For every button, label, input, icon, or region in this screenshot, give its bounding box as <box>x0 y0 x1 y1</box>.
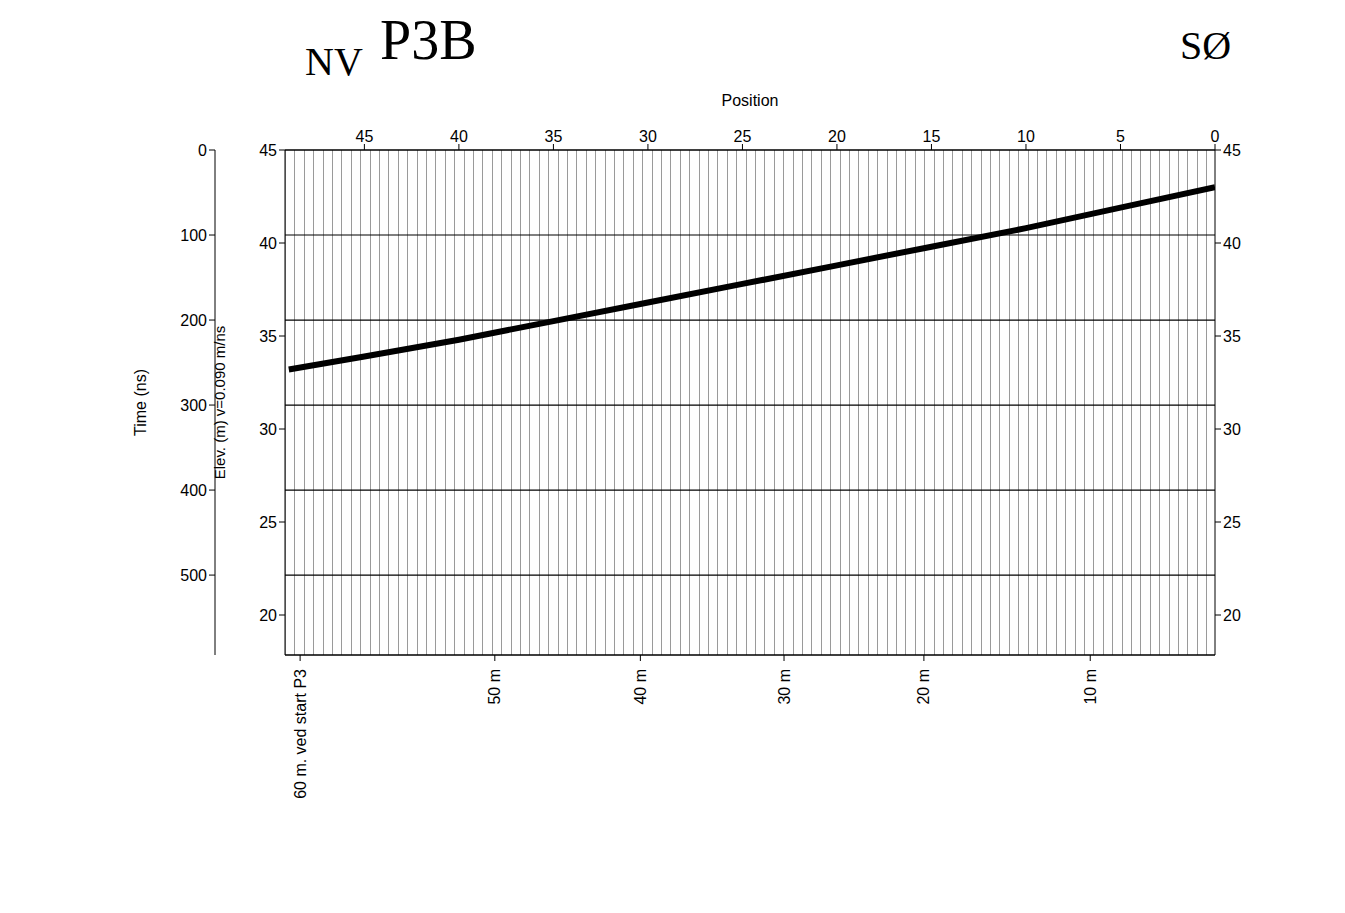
svg-text:30: 30 <box>639 128 657 145</box>
svg-text:20: 20 <box>259 607 277 624</box>
svg-text:300: 300 <box>180 397 207 414</box>
svg-text:40 m: 40 m <box>632 669 649 705</box>
html-text:NV P3B: NV P3B <box>305 9 477 84</box>
svg-text:30 m: 30 m <box>776 669 793 705</box>
svg-text:500: 500 <box>180 567 207 584</box>
svg-text:35: 35 <box>1223 328 1241 345</box>
svg-text:30: 30 <box>1223 421 1241 438</box>
svg-text:100: 100 <box>180 227 207 244</box>
svg-text:25: 25 <box>734 128 752 145</box>
svg-text:45: 45 <box>259 142 277 159</box>
svg-text:35: 35 <box>545 128 563 145</box>
svg-text:25: 25 <box>1223 514 1241 531</box>
svg-text:0: 0 <box>1211 128 1220 145</box>
svg-text:60 m. ved start P3: 60 m. ved start P3 <box>292 669 309 799</box>
svg-text:5: 5 <box>1116 128 1125 145</box>
svg-text:40: 40 <box>1223 235 1241 252</box>
svg-text:25: 25 <box>259 514 277 531</box>
svg-text:200: 200 <box>180 312 207 329</box>
html-text:SØ: SØ <box>1180 23 1232 68</box>
svg-text:20: 20 <box>1223 607 1241 624</box>
svg-text:40: 40 <box>450 128 468 145</box>
svg-text:Time (ns): Time (ns) <box>132 369 149 436</box>
svg-text:50 m: 50 m <box>486 669 503 705</box>
svg-text:45: 45 <box>1223 142 1241 159</box>
svg-text:40: 40 <box>259 235 277 252</box>
svg-text:30: 30 <box>259 421 277 438</box>
svg-text:Elev. (m) v=0.090 m/ns: Elev. (m) v=0.090 m/ns <box>211 326 228 480</box>
svg-text:10: 10 <box>1017 128 1035 145</box>
svg-text:45: 45 <box>355 128 373 145</box>
svg-text:Position: Position <box>722 92 779 109</box>
svg-text:20: 20 <box>828 128 846 145</box>
svg-text:400: 400 <box>180 482 207 499</box>
svg-text:10 m: 10 m <box>1082 669 1099 705</box>
svg-text:35: 35 <box>259 328 277 345</box>
svg-text:20 m: 20 m <box>915 669 932 705</box>
svg-text:0: 0 <box>198 142 207 159</box>
svg-text:15: 15 <box>923 128 941 145</box>
